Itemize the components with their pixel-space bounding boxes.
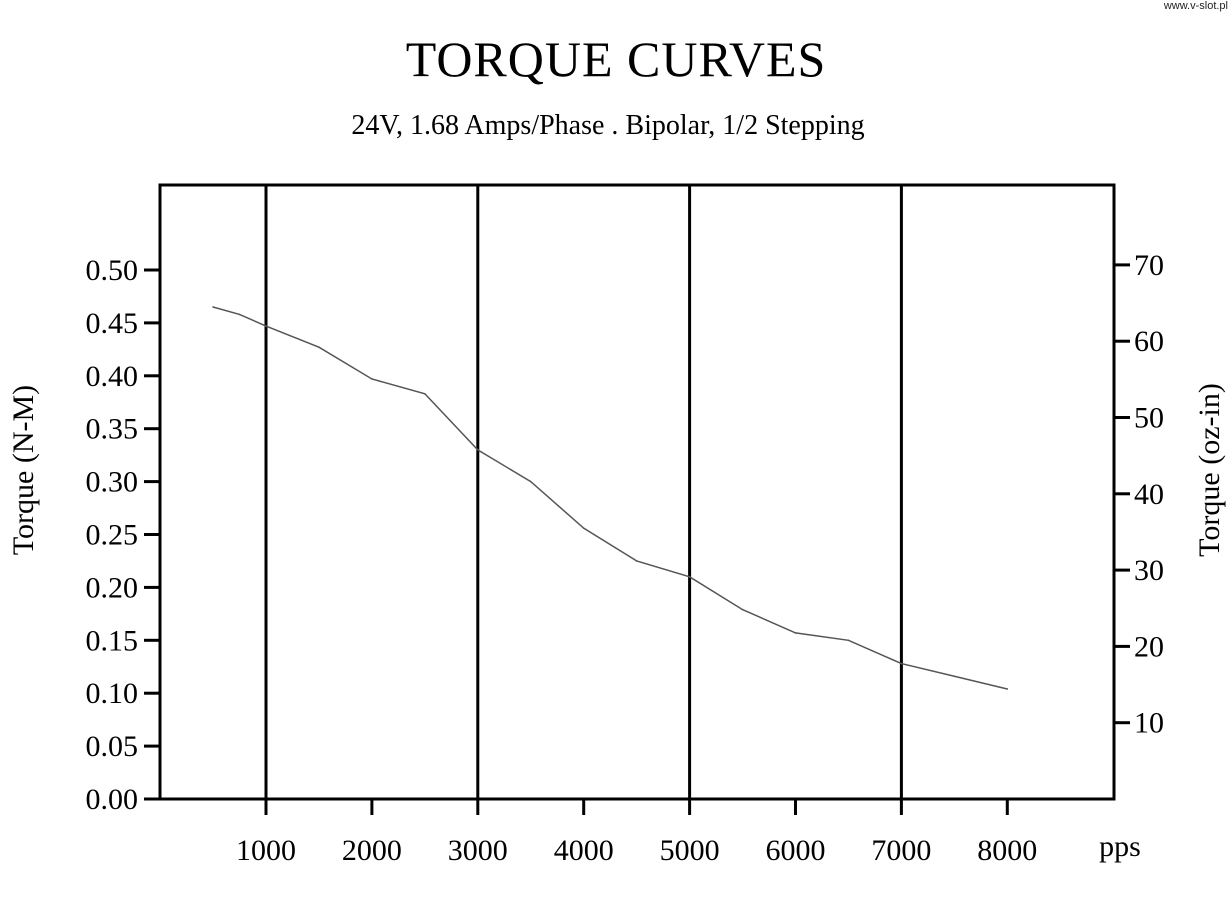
torque-curve-point <box>900 662 903 665</box>
x-tick-label: 5000 <box>660 834 720 867</box>
torque-curve-point <box>318 346 320 349</box>
y2-tick-label: 70 <box>1134 249 1164 282</box>
y-tick-label: 0.15 <box>86 624 139 657</box>
torque-curve-point <box>212 306 214 308</box>
y2-tick-label: 20 <box>1134 630 1164 663</box>
x-tick-label: 8000 <box>977 834 1037 867</box>
chart-title: TORQUE CURVES <box>405 31 827 87</box>
torque-curve-point <box>688 576 691 578</box>
torque-curve-line <box>212 306 1008 690</box>
y2-axis-title: Torque (oz-in) <box>1193 383 1226 557</box>
plot-frame <box>158 183 1116 801</box>
torque-curve-point <box>741 608 744 611</box>
torque-curve-point <box>477 449 479 451</box>
torque-curve-point <box>582 527 585 529</box>
y2-tick-label: 50 <box>1134 402 1164 435</box>
y-tick-label: 0.25 <box>86 519 139 552</box>
torque-curve-point <box>953 675 956 678</box>
y-axis-title: Torque (N-M) <box>7 385 40 555</box>
y-tick-label: 0.20 <box>86 571 139 604</box>
torque-curve-point <box>529 480 532 483</box>
y-tick-label: 0.40 <box>86 360 139 393</box>
y-tick-label: 0.05 <box>86 730 139 763</box>
x-tick-label: 7000 <box>871 834 931 867</box>
x-tick-label: 1000 <box>236 834 296 867</box>
y-tick-label: 0.30 <box>86 466 139 499</box>
x-tick-label: 6000 <box>766 834 826 867</box>
x-tick-label: 2000 <box>342 834 402 867</box>
y2-tick-label: 40 <box>1134 478 1164 511</box>
x-unit-label: pps <box>1099 830 1141 863</box>
torque-curve-point <box>847 639 850 642</box>
torque-curve-point <box>424 392 426 395</box>
y-tick-label: 0.35 <box>86 413 139 446</box>
torque-curve-point <box>635 560 638 562</box>
chart-subtitle: 24V, 1.68 Amps/Phase . Bipolar, 1/2 Step… <box>351 110 865 141</box>
y-tick-label: 0.50 <box>86 254 139 287</box>
y-tick-label: 0.10 <box>86 677 139 710</box>
x-tick-label: 4000 <box>554 834 614 867</box>
y-tick-label: 0.00 <box>86 783 139 816</box>
y-tick-label: 0.45 <box>86 307 139 340</box>
x-tick-label: 3000 <box>448 834 508 867</box>
torque-curve-point <box>371 378 373 380</box>
watermark: www.v-slot.pl <box>1163 0 1228 12</box>
y2-tick-label: 10 <box>1134 707 1164 740</box>
torque-curve-point <box>265 325 267 327</box>
torque-curve-point <box>238 313 241 316</box>
y2-tick-label: 30 <box>1134 554 1164 587</box>
y2-tick-label: 60 <box>1134 325 1164 358</box>
torque-curve-point <box>1006 688 1009 690</box>
torque-curve-point <box>794 632 797 634</box>
